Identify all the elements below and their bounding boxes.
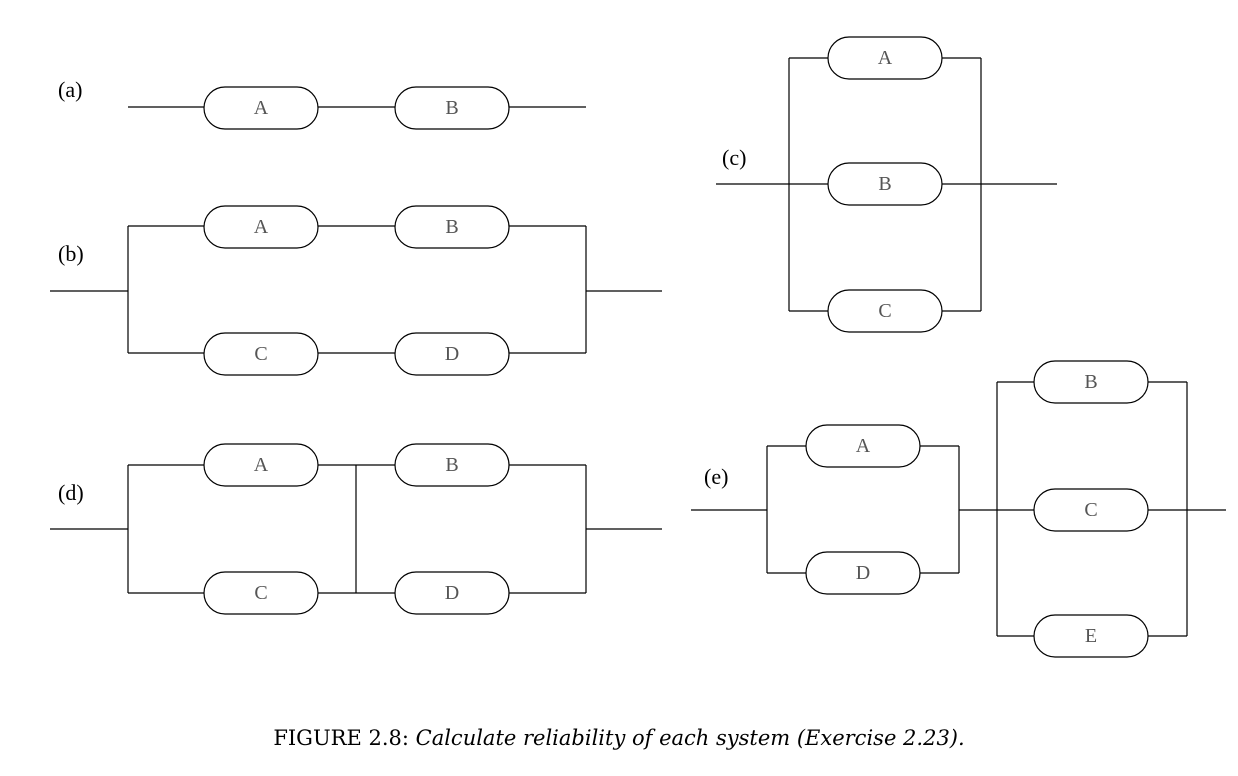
svg-text:B: B <box>878 173 891 195</box>
block-b-A: A <box>203 205 319 249</box>
svg-text:E: E <box>1085 625 1097 647</box>
block-c-A: A <box>827 36 943 80</box>
svg-text:C: C <box>254 582 267 604</box>
svg-text:C: C <box>254 343 267 365</box>
svg-text:B: B <box>445 454 458 476</box>
system-c-label: (c) <box>722 145 746 170</box>
system-c: (c) A B C <box>716 36 1057 333</box>
svg-text:A: A <box>254 454 269 476</box>
block-d-A: A <box>203 443 319 487</box>
system-e: (e) A D B C E <box>691 360 1226 658</box>
svg-text:D: D <box>445 343 459 365</box>
figure-caption: FIGURE 2.8: Calculate reliability of eac… <box>0 726 1238 750</box>
block-e-A: A <box>805 424 921 468</box>
system-d: (d) A B C D <box>50 443 662 615</box>
caption-text: Calculate reliability of each system (Ex… <box>415 726 965 750</box>
svg-text:C: C <box>878 300 891 322</box>
block-e-B: B <box>1033 360 1149 404</box>
system-b: (b) A B C D <box>50 205 662 376</box>
system-a-label: (a) <box>58 77 82 102</box>
block-c-B: B <box>827 162 943 206</box>
svg-text:A: A <box>878 47 893 69</box>
block-d-C: C <box>203 571 319 615</box>
block-a-A: A <box>203 86 319 130</box>
svg-text:B: B <box>1084 371 1097 393</box>
system-d-label: (d) <box>58 480 84 505</box>
block-a-B: B <box>394 86 510 130</box>
system-b-label: (b) <box>58 241 84 266</box>
block-d-D: D <box>394 571 510 615</box>
svg-text:A: A <box>254 97 269 119</box>
svg-text:B: B <box>445 216 458 238</box>
system-e-label: (e) <box>704 464 728 489</box>
block-e-C: C <box>1033 488 1149 532</box>
block-d-B: B <box>394 443 510 487</box>
block-e-D: D <box>805 551 921 595</box>
svg-text:D: D <box>445 582 459 604</box>
svg-text:D: D <box>856 562 870 584</box>
block-e-E: E <box>1033 614 1149 658</box>
svg-text:C: C <box>1084 499 1097 521</box>
svg-text:B: B <box>445 97 458 119</box>
caption-prefix: FIGURE 2.8: <box>273 726 416 750</box>
block-b-D: D <box>394 332 510 376</box>
svg-text:A: A <box>254 216 269 238</box>
block-c-C: C <box>827 289 943 333</box>
block-b-C: C <box>203 332 319 376</box>
svg-text:A: A <box>856 435 871 457</box>
block-b-B: B <box>394 205 510 249</box>
system-a: (a) A B <box>58 77 586 130</box>
